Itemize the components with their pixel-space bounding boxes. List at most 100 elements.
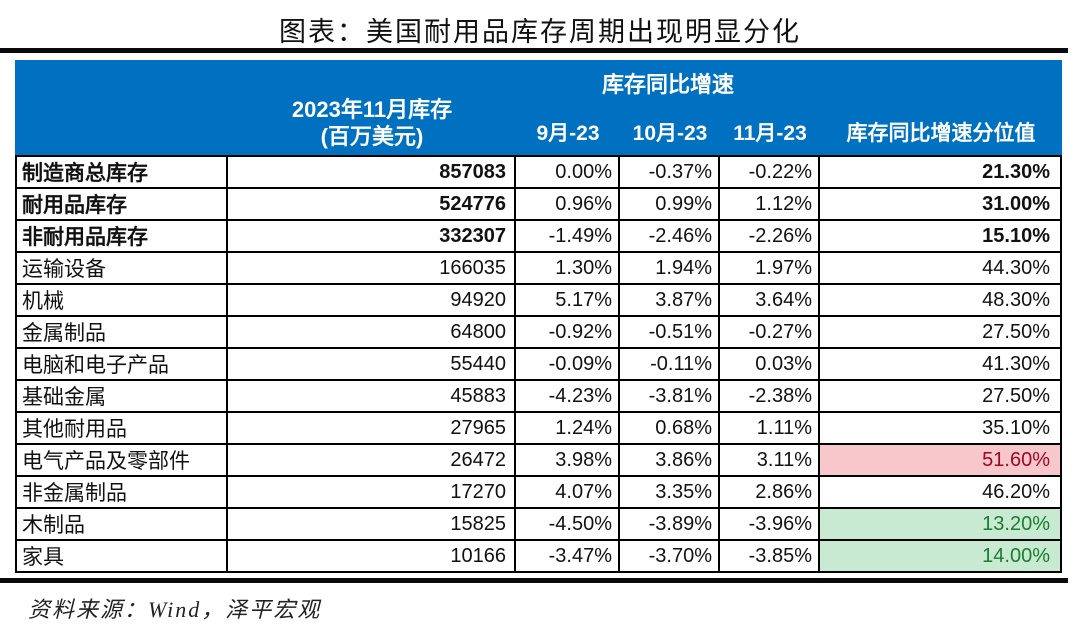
yoy-nov23-cell: -2.38% [720,381,820,413]
row-label-cell: 电脑和电子产品 [15,349,228,381]
yoy-sep23-cell: 0.96% [516,189,620,221]
inventory-value-cell: 27965 [228,413,516,445]
source-note: 资料来源：Wind，泽平宏观 [28,597,322,622]
yoy-oct23-cell: 3.35% [620,477,720,509]
inventory-value-cell: 166035 [228,253,516,285]
percentile-cell: 13.20% [820,509,1062,541]
row-label-cell: 基础金属 [15,381,228,413]
header-yoy-group-label: 库存同比增速 [601,72,734,97]
yoy-nov23-cell: -3.96% [720,509,820,541]
header-inventory-label: 2023年11月库存 (百万美元) [228,60,516,155]
percentile-cell: 41.30% [820,349,1062,381]
yoy-nov23-cell: 0.03% [720,349,820,381]
yoy-oct23-cell: 0.68% [620,413,720,445]
row-label-cell: 机械 [15,285,228,317]
bottom-rule [0,578,1068,583]
yoy-nov23-cell: -0.27% [720,317,820,349]
row-label-cell: 运输设备 [15,253,228,285]
inventory-table: 库存同比增速 2023年11月库存 (百万美元) 9月-23 10月-23 11… [15,60,1062,573]
row-label-cell: 木制品 [15,509,228,541]
row-label-cell: 金属制品 [15,317,228,349]
yoy-nov23-cell: -2.26% [720,221,820,253]
inventory-value-cell: 64800 [228,317,516,349]
inventory-value-cell: 94920 [228,285,516,317]
row-label-cell: 耐用品库存 [15,189,228,221]
percentile-cell: 14.00% [820,541,1062,573]
table-row: 运输设备 166035 1.30% 1.94% 1.97% 44.30% [15,253,1062,285]
table-row: 家具 10166 -3.47% -3.70% -3.85% 14.00% [15,541,1062,573]
row-label-cell: 家具 [15,541,228,573]
row-label-cell: 其他耐用品 [15,413,228,445]
row-label-cell: 非金属制品 [15,477,228,509]
table-row: 金属制品 64800 -0.92% -0.51% -0.27% 27.50% [15,317,1062,349]
yoy-nov23-cell: 1.97% [720,253,820,285]
percentile-cell: 27.50% [820,381,1062,413]
header-month-sep23: 9月-23 [536,122,600,145]
table-row: 电脑和电子产品 55440 -0.09% -0.11% 0.03% 41.30% [15,349,1062,381]
row-label-cell: 电气产品及零部件 [15,445,228,477]
yoy-oct23-cell: -3.81% [620,381,720,413]
header-inventory-title: 2023年11月库存 [291,97,453,122]
inventory-value-cell: 524776 [228,189,516,221]
yoy-nov23-cell: 1.11% [720,413,820,445]
table-row: 非金属制品 17270 4.07% 3.35% 2.86% 46.20% [15,477,1062,509]
table-header: 库存同比增速 2023年11月库存 (百万美元) 9月-23 10月-23 11… [15,60,1062,155]
percentile-cell: 46.20% [820,477,1062,509]
yoy-oct23-cell: -3.70% [620,541,720,573]
yoy-sep23-cell: 4.07% [516,477,620,509]
percentile-cell: 48.30% [820,285,1062,317]
yoy-oct23-cell: -0.11% [620,349,720,381]
inventory-value-cell: 17270 [228,477,516,509]
yoy-sep23-cell: 1.24% [516,413,620,445]
yoy-oct23-cell: -2.46% [620,221,720,253]
yoy-sep23-cell: -0.92% [516,317,620,349]
percentile-cell: 44.30% [820,253,1062,285]
yoy-nov23-cell: -0.22% [720,157,820,189]
yoy-sep23-cell: -3.47% [516,541,620,573]
table-row: 木制品 15825 -4.50% -3.89% -3.96% 13.20% [15,509,1062,541]
yoy-oct23-cell: -0.51% [620,317,720,349]
yoy-sep23-cell: 1.30% [516,253,620,285]
header-percentile-label: 库存同比增速分位值 [846,122,1036,145]
percentile-cell: 51.60% [820,445,1062,477]
top-rule [0,48,1068,53]
inventory-value-cell: 10166 [228,541,516,573]
table-row: 机械 94920 5.17% 3.87% 3.64% 48.30% [15,285,1062,317]
inventory-value-cell: 15825 [228,509,516,541]
table-row: 制造商总库存 857083 0.00% -0.37% -0.22% 21.30% [15,157,1062,189]
yoy-oct23-cell: -0.37% [620,157,720,189]
inventory-value-cell: 55440 [228,349,516,381]
table-row: 基础金属 45883 -4.23% -3.81% -2.38% 27.50% [15,381,1062,413]
table-row: 耐用品库存 524776 0.96% 0.99% 1.12% 31.00% [15,189,1062,221]
yoy-sep23-cell: -1.49% [516,221,620,253]
percentile-cell: 31.00% [820,189,1062,221]
percentile-cell: 35.10% [820,413,1062,445]
yoy-nov23-cell: 2.86% [720,477,820,509]
yoy-oct23-cell: 3.86% [620,445,720,477]
yoy-oct23-cell: 1.94% [620,253,720,285]
yoy-nov23-cell: 1.12% [720,189,820,221]
yoy-oct23-cell: -3.89% [620,509,720,541]
table-row: 非耐用品库存 332307 -1.49% -2.46% -2.26% 15.10… [15,221,1062,253]
percentile-cell: 15.10% [820,221,1062,253]
yoy-sep23-cell: 5.17% [516,285,620,317]
header-inventory-unit: (百万美元) [320,124,424,149]
percentile-cell: 27.50% [820,317,1062,349]
table-row: 电气产品及零部件 26472 3.98% 3.86% 3.11% 51.60% [15,445,1062,477]
inventory-value-cell: 857083 [228,157,516,189]
header-month-oct23: 10月-23 [632,122,708,145]
inventory-value-cell: 332307 [228,221,516,253]
yoy-sep23-cell: 0.00% [516,157,620,189]
yoy-nov23-cell: 3.64% [720,285,820,317]
row-label-cell: 制造商总库存 [15,157,228,189]
yoy-sep23-cell: 3.98% [516,445,620,477]
yoy-sep23-cell: -0.09% [516,349,620,381]
inventory-value-cell: 45883 [228,381,516,413]
yoy-oct23-cell: 3.87% [620,285,720,317]
inventory-value-cell: 26472 [228,445,516,477]
yoy-oct23-cell: 0.99% [620,189,720,221]
percentile-cell: 21.30% [820,157,1062,189]
table-row: 其他耐用品 27965 1.24% 0.68% 1.11% 35.10% [15,413,1062,445]
yoy-nov23-cell: 3.11% [720,445,820,477]
